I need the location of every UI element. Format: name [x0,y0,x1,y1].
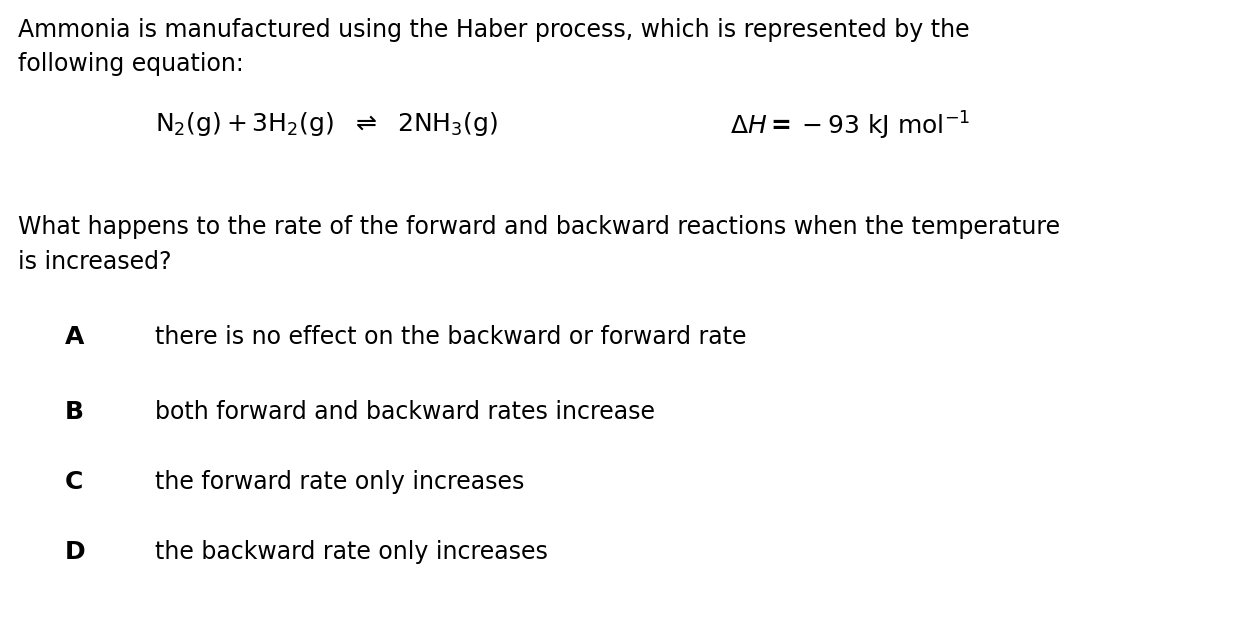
Text: D: D [65,540,86,564]
Text: there is no effect on the backward or forward rate: there is no effect on the backward or fo… [155,325,746,349]
Text: A: A [65,325,84,349]
Text: the forward rate only increases: the forward rate only increases [155,470,525,494]
Text: both forward and backward rates increase: both forward and backward rates increase [155,400,655,424]
Text: following equation:: following equation: [18,52,244,76]
Text: $\Delta \mathit{H}\mathbf{=}-93\ \mathrm{kJ\ mol^{-1}}$: $\Delta \mathit{H}\mathbf{=}-93\ \mathrm… [730,110,970,142]
Text: What happens to the rate of the forward and backward reactions when the temperat: What happens to the rate of the forward … [18,215,1060,239]
Text: Ammonia is manufactured using the Haber process, which is represented by the: Ammonia is manufactured using the Haber … [18,18,970,42]
Text: the backward rate only increases: the backward rate only increases [155,540,548,564]
Text: C: C [65,470,83,494]
Text: B: B [65,400,84,424]
Text: is increased?: is increased? [18,250,171,274]
Text: $\mathrm{N_2(g) + 3H_2(g)\ \ \rightleftharpoons\ \ 2NH_3(g)}$: $\mathrm{N_2(g) + 3H_2(g)\ \ \rightlefth… [155,110,498,138]
